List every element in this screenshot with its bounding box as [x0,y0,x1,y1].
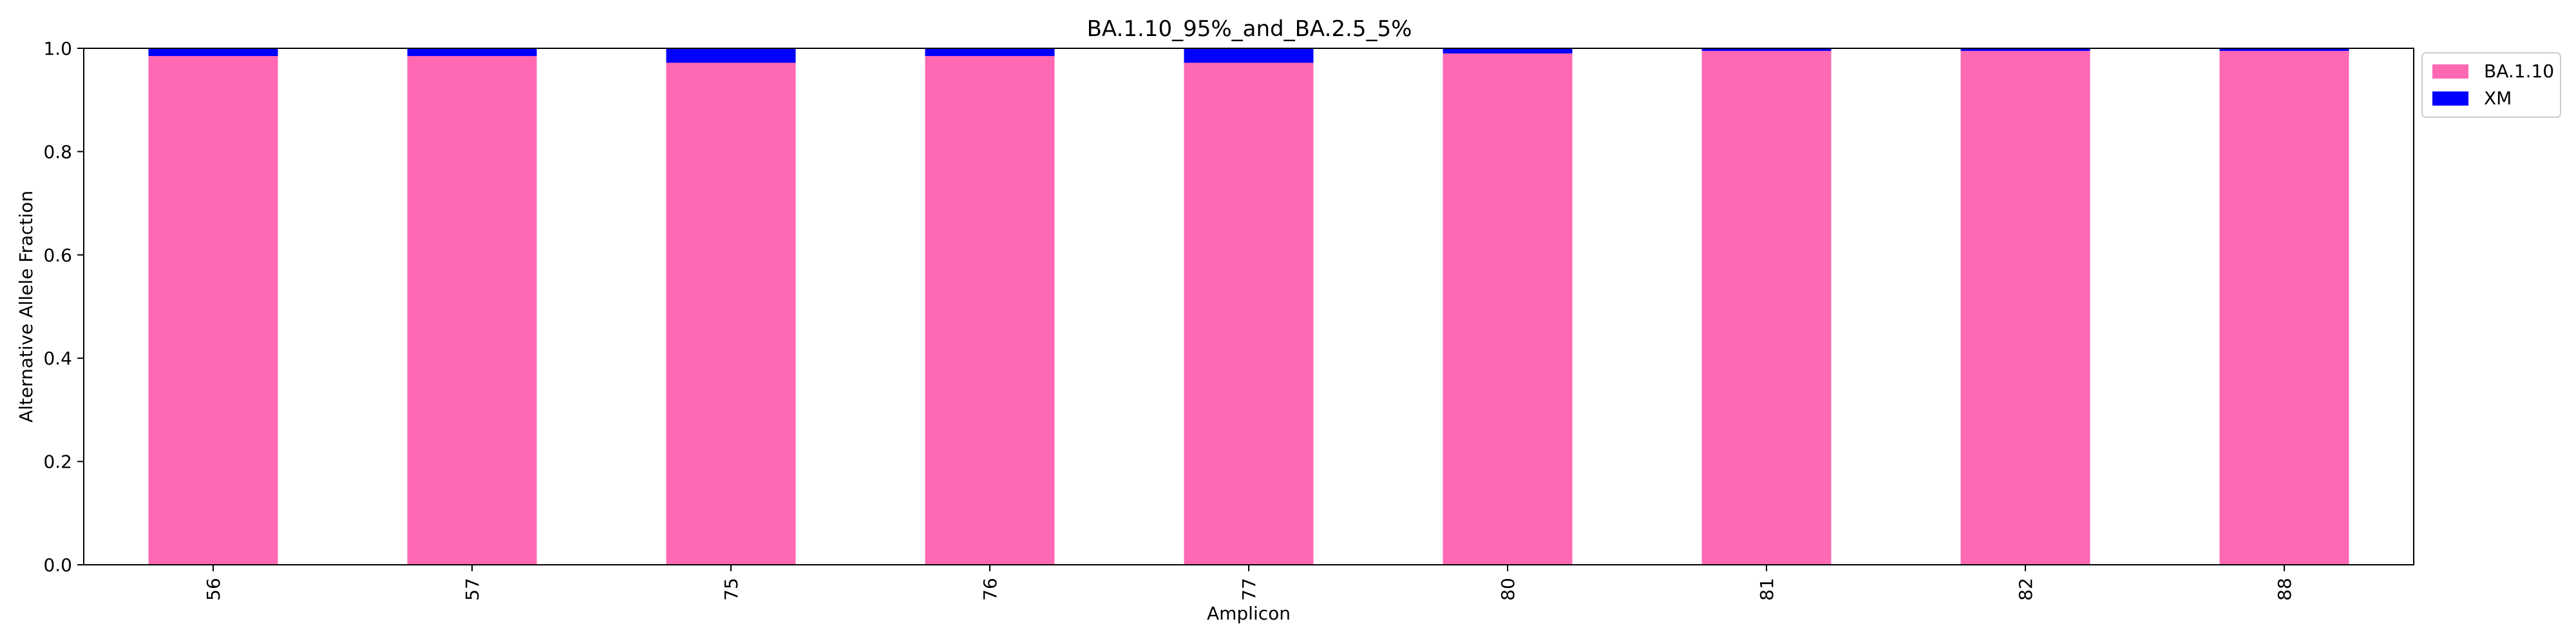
bar-BA.1.10-82 [1960,51,2090,565]
x-tick-label: 81 [1756,578,1777,601]
x-tick-label: 75 [721,578,742,601]
legend: BA.1.10 XM [2421,52,2561,118]
y-tick-label: 0.6 [43,245,72,266]
legend-label: XM [2484,88,2512,109]
legend-label: BA.1.10 [2484,61,2554,82]
x-tick-label: 57 [462,578,483,601]
x-tick-label: 80 [1497,578,1519,601]
bar-XM-56 [148,48,278,57]
bar-BA.1.10-57 [407,56,537,565]
y-tick-label: 1.0 [43,38,72,59]
plot-frame [83,48,2414,565]
x-tick-label: 76 [980,578,1001,601]
bar-XM-80 [1443,48,1573,54]
bar-XM-76 [925,48,1055,57]
bars-group [148,48,2349,565]
bar-BA.1.10-81 [1701,51,1832,565]
bar-XM-88 [2219,48,2349,52]
x-tick-label: 88 [2274,578,2295,601]
bar-BA.1.10-75 [666,62,796,565]
bar-BA.1.10-88 [2219,51,2349,565]
bar-BA.1.10-56 [148,56,278,565]
chart-title: BA.1.10_95%_and_BA.2.5_5% [1087,16,1412,42]
legend-swatch-XM [2432,91,2468,106]
bar-XM-81 [1701,48,1832,52]
bar-XM-82 [1960,48,2090,52]
bar-XM-57 [407,48,537,57]
y-tick-label: 0.2 [43,451,72,473]
bar-BA.1.10-77 [1184,62,1314,565]
legend-swatch-BA.1.10 [2432,64,2468,79]
bar-XM-77 [1184,48,1314,63]
y-tick-label: 0.8 [43,141,72,162]
x-tick-label: 82 [2015,578,2036,601]
y-axis-ticks: 0.0 0.2 0.4 0.6 0.8 1.0 [43,38,84,576]
y-tick-label: 0.0 [43,554,72,576]
x-axis-ticks: 56 57 75 76 77 80 81 82 88 [203,565,2295,601]
bar-XM-75 [666,48,796,63]
x-tick-label: 77 [1238,578,1260,601]
y-tick-label: 0.4 [43,348,72,369]
bar-BA.1.10-76 [925,56,1055,565]
y-axis-label: Alternative Allele Fraction [15,191,37,422]
x-axis-label: Amplicon [1207,603,1291,624]
x-tick-label: 56 [203,578,224,601]
bar-BA.1.10-80 [1443,53,1573,565]
